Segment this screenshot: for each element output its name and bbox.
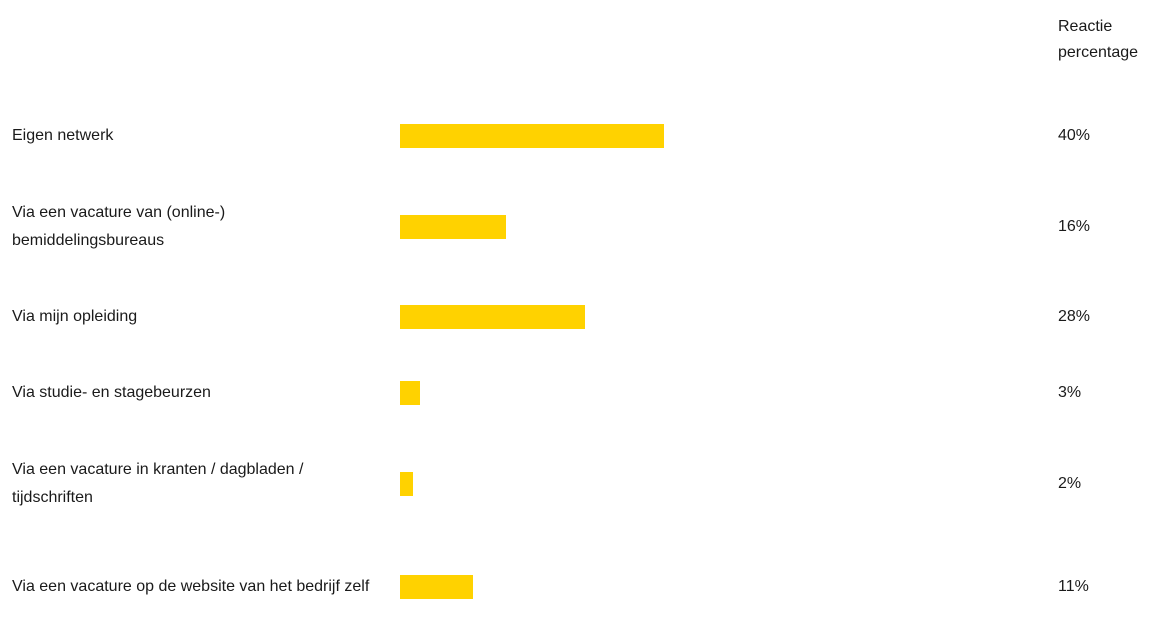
value-label: 28% [1058, 308, 1091, 325]
value-label: 3% [1058, 384, 1082, 401]
bar [400, 215, 506, 239]
value-label: 2% [1058, 475, 1082, 492]
bar-row: Eigen netwerk 40% [0, 106, 1173, 166]
bar-row: Via een vacature in kranten / dagbladen … [0, 454, 1173, 514]
bar [400, 472, 414, 496]
value-label: 16% [1058, 218, 1091, 235]
value-column-header: Reactie percentage [1058, 14, 1173, 66]
value-label: 11% [1058, 578, 1089, 595]
value-label: 40% [1058, 127, 1091, 144]
category-label: Via een vacature op de website van het b… [12, 578, 370, 595]
bar-row: Via mijn opleiding 28% [0, 287, 1173, 347]
category-label: Via een vacature van (online-) bemiddeli… [12, 204, 226, 249]
bar [400, 381, 420, 405]
category-label: Via studie- en stagebeurzen [12, 384, 211, 401]
value-header-line-1: Reactie [1058, 18, 1113, 35]
bar [400, 575, 473, 599]
bar [400, 124, 664, 148]
value-header-line-2: percentage [1058, 44, 1139, 61]
bar [400, 305, 585, 329]
bar-row: Via een vacature van (online-) bemiddeli… [0, 197, 1173, 257]
bar-row: Via studie- en stagebeurzen 3% [0, 363, 1173, 423]
category-label: Via een vacature in kranten / dagbladen … [12, 461, 304, 506]
category-label: Eigen netwerk [12, 127, 114, 144]
category-label: Via mijn opleiding [12, 308, 138, 325]
bar-row: Via een vacature op de website van het b… [0, 557, 1173, 617]
